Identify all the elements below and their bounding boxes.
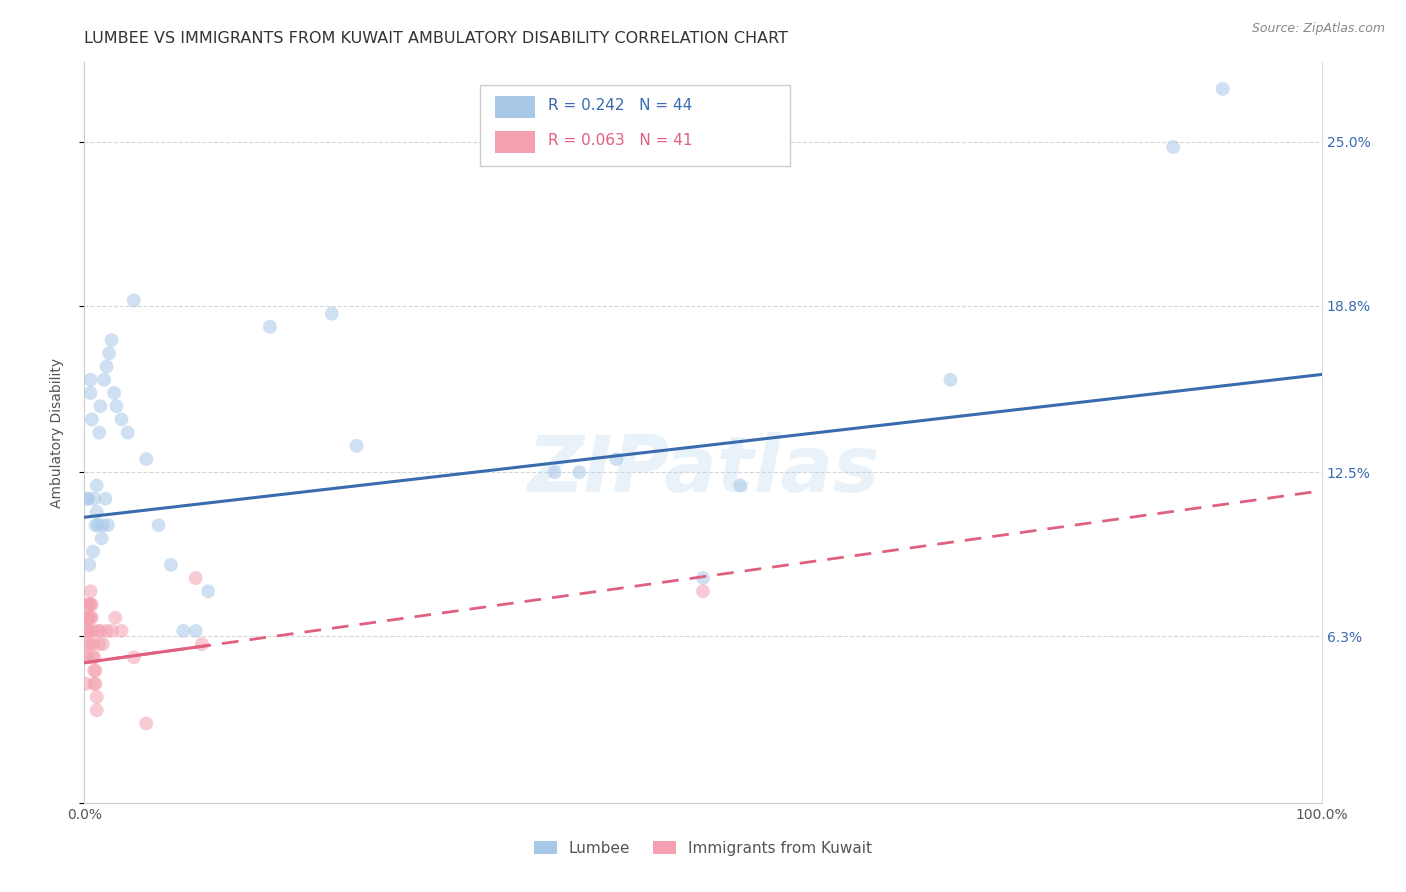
Point [82,544,104,558]
Point [100,333,122,347]
FancyBboxPatch shape [495,95,534,118]
Point [80,610,103,624]
Point [79,558,101,572]
Point [79,610,101,624]
Point [79,598,101,612]
Point [91,637,114,651]
Point [122,293,145,308]
Point [87,518,110,533]
Point [79,386,101,401]
Point [82,624,104,638]
Point [96,359,118,374]
Point [1212,82,1234,96]
Point [89,425,111,440]
Point [110,412,132,426]
Point [83,664,105,678]
Point [83,491,105,506]
Point [86,690,108,704]
Point [160,558,183,572]
Point [98,346,121,360]
Point [83,677,105,691]
Point [104,610,127,624]
Point [76,610,98,624]
Point [117,425,139,440]
Point [83,650,105,665]
Point [80,598,103,612]
Point [75,650,97,665]
Point [76,491,98,506]
Point [79,373,101,387]
Point [100,624,122,638]
Point [76,650,98,665]
Point [122,650,145,665]
Point [197,584,219,599]
Point [135,716,157,731]
Text: LUMBEE VS IMMIGRANTS FROM KUWAIT AMBULATORY DISABILITY CORRELATION CHART: LUMBEE VS IMMIGRANTS FROM KUWAIT AMBULAT… [84,31,789,46]
Point [79,598,101,612]
Text: ZIPatlas: ZIPatlas [527,432,879,508]
Point [76,624,98,638]
Point [91,518,114,533]
Point [90,532,112,546]
Point [79,584,101,599]
Point [184,624,207,638]
Point [321,307,343,321]
Text: R = 0.242   N = 44: R = 0.242 N = 44 [548,98,693,113]
Point [110,624,132,638]
Point [79,624,101,638]
Point [89,637,111,651]
Point [172,624,194,638]
Y-axis label: Ambulatory Disability: Ambulatory Disability [49,358,63,508]
Point [84,518,107,533]
Point [79,610,101,624]
Point [148,518,170,533]
Point [692,584,714,599]
Point [77,610,100,624]
Point [728,478,751,492]
Text: R = 0.063   N = 41: R = 0.063 N = 41 [548,133,693,148]
Point [568,465,591,479]
Point [605,452,627,467]
Point [543,465,565,479]
Point [77,598,100,612]
Point [82,650,104,665]
Point [94,491,117,506]
Point [135,452,157,467]
Point [84,677,107,691]
Point [96,624,118,638]
Point [87,624,110,638]
Point [82,637,104,651]
Point [105,399,128,413]
Point [692,571,714,585]
Point [89,399,111,413]
Point [80,412,103,426]
Point [184,571,207,585]
Point [75,677,97,691]
Point [97,518,120,533]
Point [86,478,108,492]
Point [84,664,107,678]
Text: Source: ZipAtlas.com: Source: ZipAtlas.com [1251,22,1385,36]
Point [86,703,108,717]
FancyBboxPatch shape [495,130,534,153]
Point [77,491,100,506]
Point [191,637,214,651]
Point [86,505,108,519]
Point [79,637,101,651]
Point [89,624,111,638]
FancyBboxPatch shape [481,85,790,166]
Point [346,439,368,453]
Point [1161,140,1184,154]
Point [77,637,100,651]
Point [93,373,115,387]
Point [103,386,125,401]
Point [939,373,962,387]
Point [259,319,281,334]
Point [77,624,100,638]
Legend: Lumbee, Immigrants from Kuwait: Lumbee, Immigrants from Kuwait [527,835,879,862]
